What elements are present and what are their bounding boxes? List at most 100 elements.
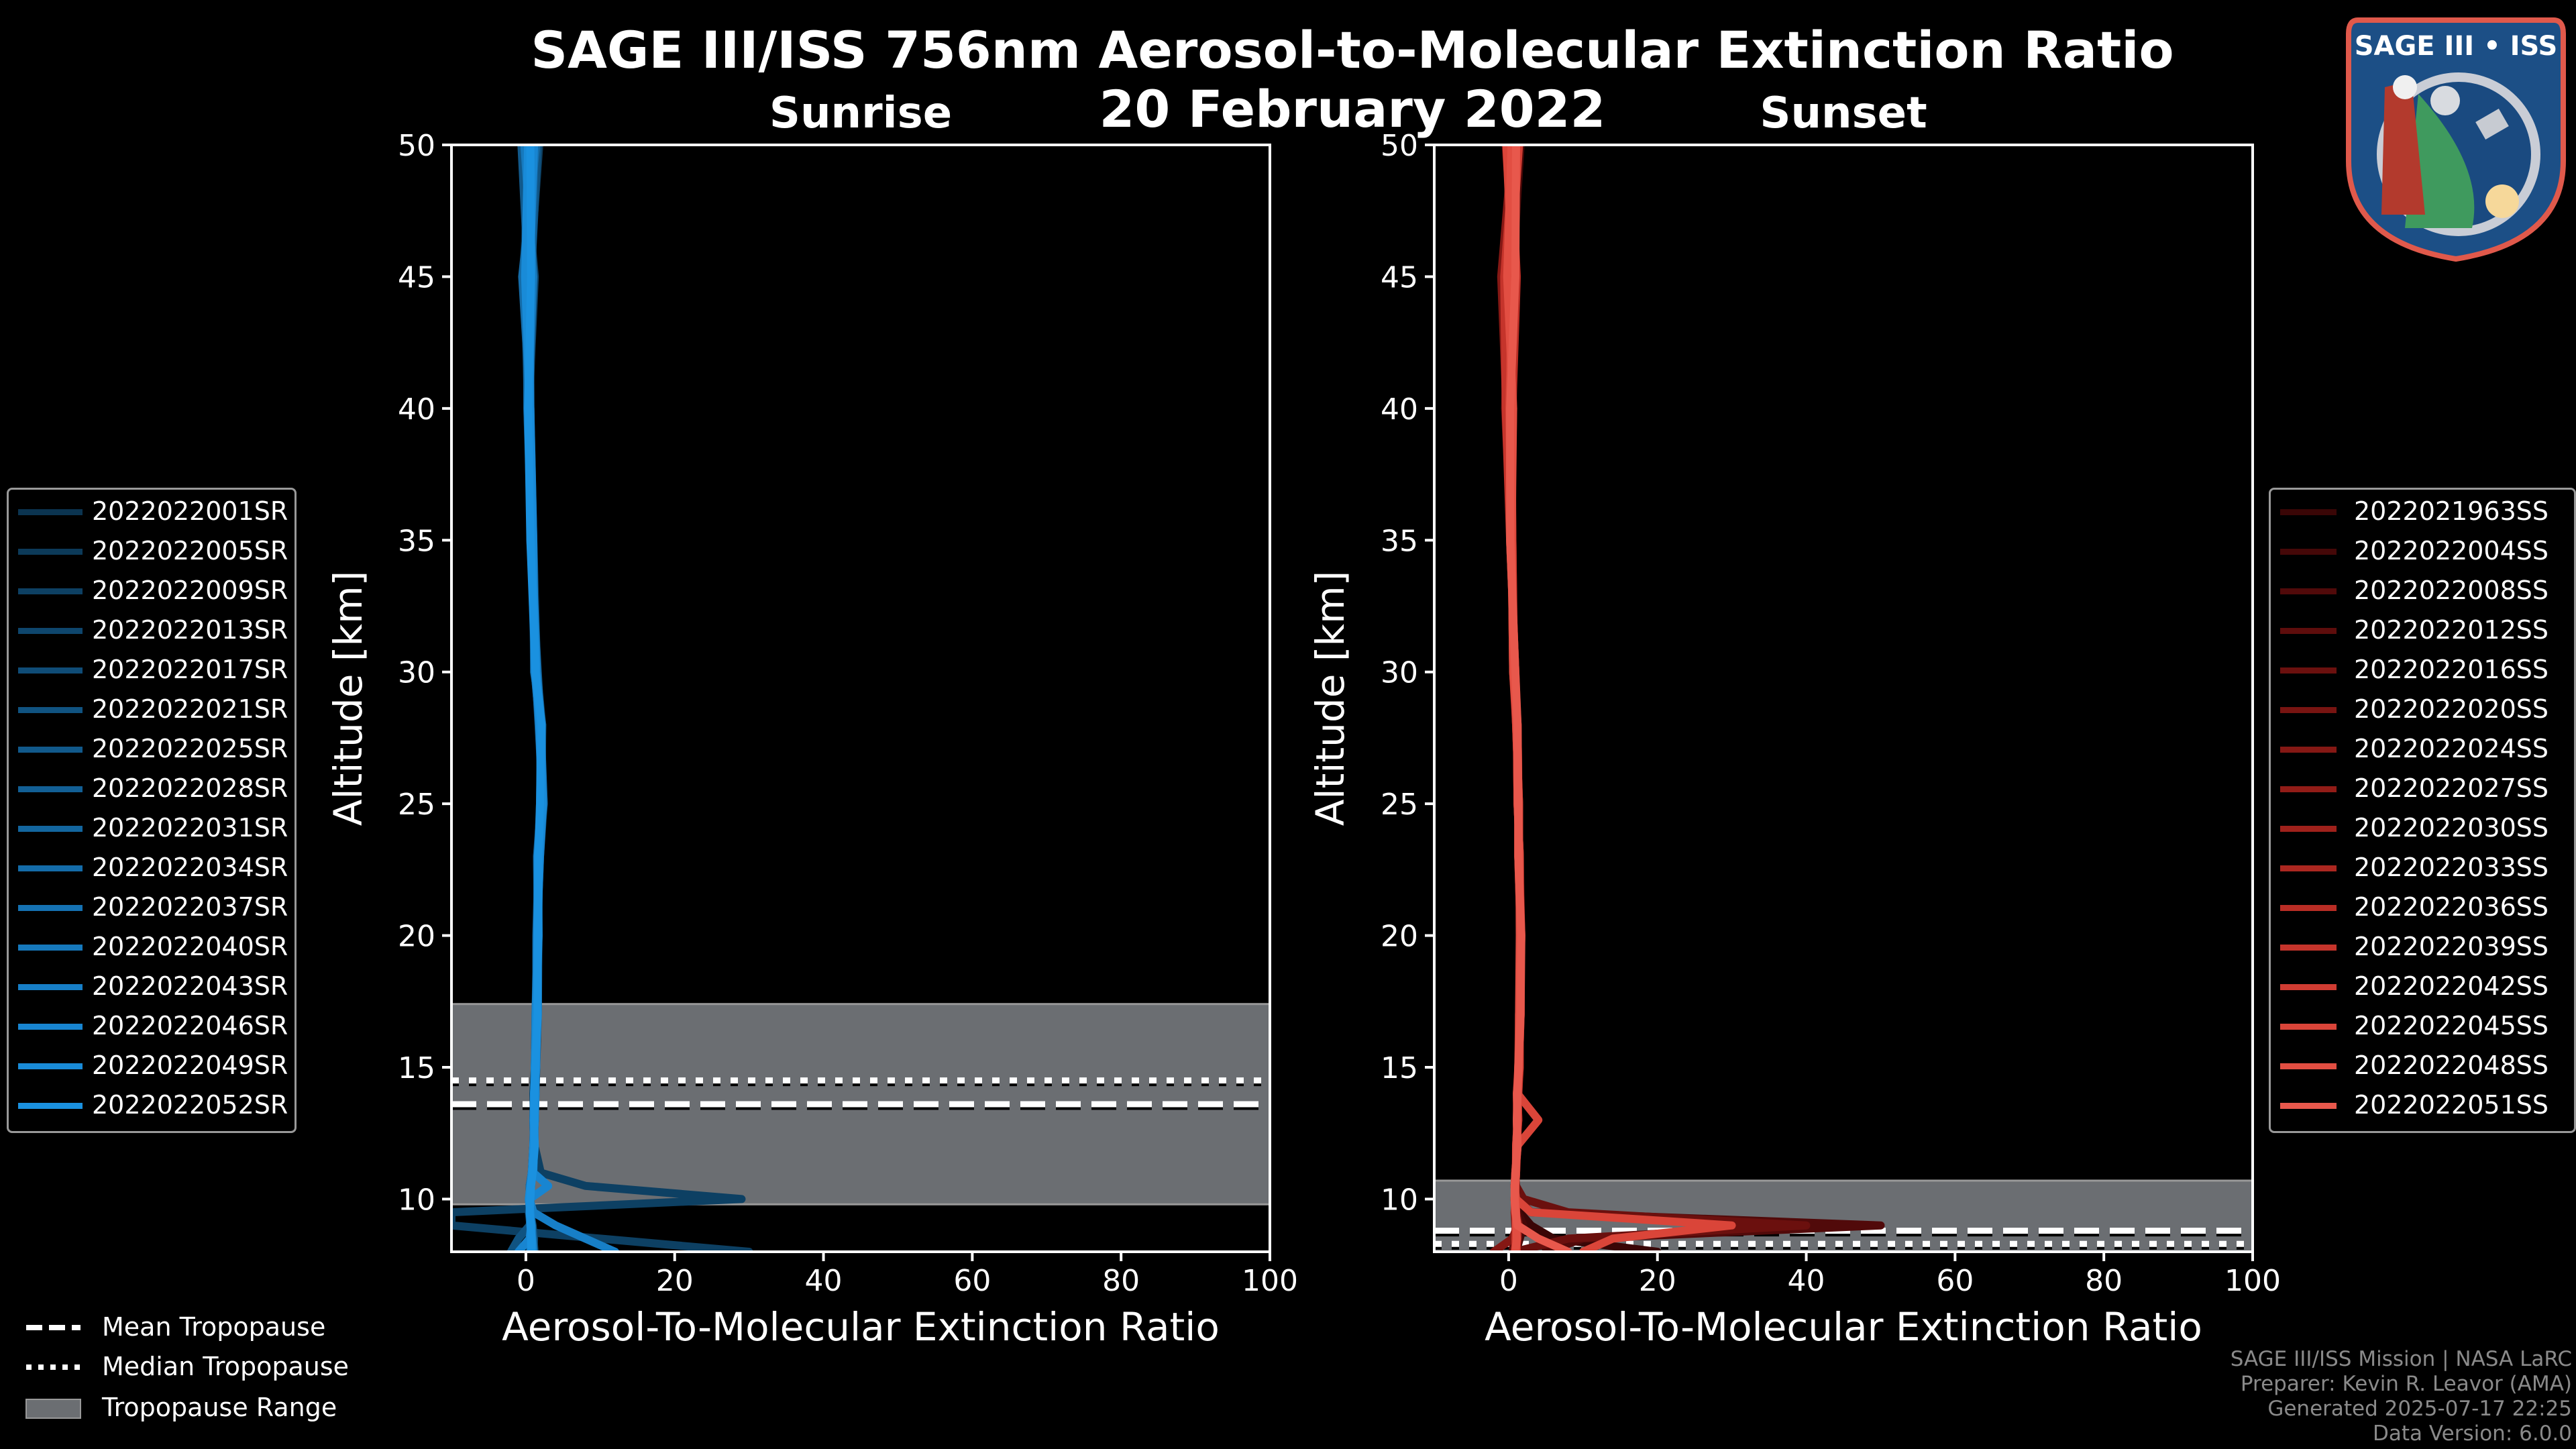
legend-item: 2022022013SR [9, 614, 294, 647]
y-tick-label: 45 [1381, 260, 1418, 294]
sunrise-axes-frame [450, 144, 1271, 1253]
footer-version: Data Version: 6.0.0 [2372, 1421, 2572, 1446]
footer-mission: SAGE III/ISS Mission | NASA LaRC [2230, 1347, 2572, 1371]
legend-label: 2022022017SR [92, 655, 288, 684]
legend-label: 2022022040SR [92, 932, 288, 961]
legend-item: 2022022024SS [2271, 733, 2574, 766]
sunset-subtitle: Sunset [1760, 89, 1927, 138]
profile-2022022008SS [1501, 145, 1885, 1252]
legend-item: 2022022046SR [9, 1010, 294, 1043]
sunset-axes-frame [1433, 144, 2254, 1253]
sunset-plot-area [1434, 145, 2253, 1252]
y-tick-label: 15 [398, 1051, 435, 1085]
x-tick-label: 80 [2085, 1264, 2123, 1298]
legend-label: 2022022049SR [92, 1051, 288, 1080]
legend-item: 2022022045SS [2271, 1010, 2574, 1043]
legend-item: 2022021963SS [2271, 495, 2574, 529]
legend-item: 2022022009SR [9, 574, 294, 608]
legend-line-swatch [2280, 865, 2337, 871]
sage-iii-iss-mission-logo: SAGE III • ISS [2346, 17, 2566, 262]
x-tick-label: 20 [1639, 1264, 1676, 1298]
x-tick-label: 20 [656, 1264, 694, 1298]
legend-line-swatch [2280, 509, 2337, 515]
legend-line-swatch [18, 786, 83, 792]
legend-item: 2022022042SS [2271, 970, 2574, 1004]
legend-line-swatch [2280, 747, 2337, 753]
y-tick-label: 15 [1381, 1051, 1418, 1085]
legend-item: 2022022012SS [2271, 614, 2574, 647]
sunset-legend: 2022021963SS 2022022004SS 2022022008SS 2022… [2269, 488, 2576, 1133]
legend-label: 2022022034SR [92, 853, 288, 882]
legend-label: 2022022024SS [2354, 734, 2549, 763]
legend-line-swatch [18, 1024, 83, 1030]
mean-tropopause-label: Mean Tropopause [102, 1312, 326, 1342]
legend-label: 2022022030SS [2354, 813, 2549, 843]
y-tick-label: 40 [398, 392, 435, 427]
legend-item: 2022022001SR [9, 495, 294, 529]
legend-line-swatch [18, 945, 83, 951]
legend-line-swatch [2280, 945, 2337, 951]
legend-item: 2022022020SS [2271, 693, 2574, 727]
legend-item: 2022022004SS [2271, 535, 2574, 568]
y-tick-label: 20 [398, 920, 435, 954]
legend-line-swatch [2280, 1024, 2337, 1030]
legend-item: 2022022028SR [9, 772, 294, 806]
legend-label: 2022022052SR [92, 1090, 288, 1120]
legend-label: 2022022004SS [2354, 536, 2549, 566]
legend-label: 2022022020SS [2354, 694, 2549, 724]
legend-item: 2022022021SR [9, 693, 294, 727]
y-tick-label: 10 [1381, 1183, 1418, 1217]
legend-item: 2022022008SS [2271, 574, 2574, 608]
legend-label: 2022022043SR [92, 971, 288, 1001]
legend-label: 2022022046SR [92, 1011, 288, 1040]
legend-line-swatch [2280, 905, 2337, 911]
sunrise-legend: 2022022001SR 2022022005SR 2022022009SR 2022… [7, 488, 297, 1133]
legend-line-swatch [18, 905, 83, 911]
legend-label: 2022022048SS [2354, 1051, 2549, 1080]
x-tick-label: 0 [517, 1264, 535, 1298]
y-tick-label: 50 [1381, 129, 1418, 163]
legend-line-swatch [2280, 826, 2337, 832]
legend-label: 2022022005SR [92, 536, 288, 566]
legend-item: 2022022040SR [9, 930, 294, 964]
x-tick-label: 0 [1499, 1264, 1518, 1298]
x-tick-label: 40 [1788, 1264, 1825, 1298]
legend-item: 2022022051SS [2271, 1089, 2574, 1122]
y-axis-label: Altitude [km] [325, 571, 371, 826]
legend-line-swatch [2280, 1103, 2337, 1109]
y-tick-label: 25 [398, 788, 435, 822]
legend-label: 2022022037SR [92, 892, 288, 922]
legend-line-swatch [18, 865, 83, 871]
legend-line-swatch [18, 984, 83, 990]
sunrise-subtitle: Sunrise [769, 89, 953, 138]
x-tick-label: 100 [1242, 1264, 1298, 1298]
legend-label: 2022022001SR [92, 496, 288, 526]
legend-item: 2022022017SR [9, 653, 294, 687]
profile-2022021963SS [1500, 145, 1662, 1252]
legend-item: 2022022043SR [9, 970, 294, 1004]
legend-line-swatch [2280, 984, 2337, 990]
sunset-plot: 0 20 40 60 80 100 10 15 20 25 30 35 40 45 50 Aerosol-To… [1307, 129, 2281, 1350]
footer-preparer: Preparer: Kevin R. Leavor (AMA) [2240, 1372, 2572, 1396]
legend-line-swatch [2280, 628, 2337, 634]
profile-2022022045SS [1502, 145, 1736, 1252]
sunrise-plot-area [451, 145, 1270, 1252]
profile-2022022051SS [1506, 145, 1572, 1252]
legend-label: 2022022033SS [2354, 853, 2549, 882]
legend-line-swatch [18, 1063, 83, 1069]
footer-credits: SAGE III/ISS Mission | NASA LaRC Prepare… [2231, 1347, 2572, 1446]
legend-line-swatch [18, 509, 83, 515]
legend-line-swatch [18, 667, 83, 674]
y-tick-label: 35 [398, 524, 435, 558]
legend-label: 2022022021SR [92, 694, 288, 724]
svg-text:SAGE III • ISS: SAGE III • ISS [2355, 31, 2558, 62]
legend-line-swatch [18, 707, 83, 713]
y-tick-label: 10 [398, 1183, 435, 1217]
legend-item: 2022022005SR [9, 535, 294, 568]
legend-line-swatch [18, 549, 83, 555]
legend-item: 2022022033SS [2271, 851, 2574, 885]
legend-line-swatch [2280, 667, 2337, 674]
legend-label: 2022021963SS [2354, 496, 2549, 526]
legend-item: 2022022052SR [9, 1089, 294, 1122]
y-tick-label: 50 [398, 129, 435, 163]
